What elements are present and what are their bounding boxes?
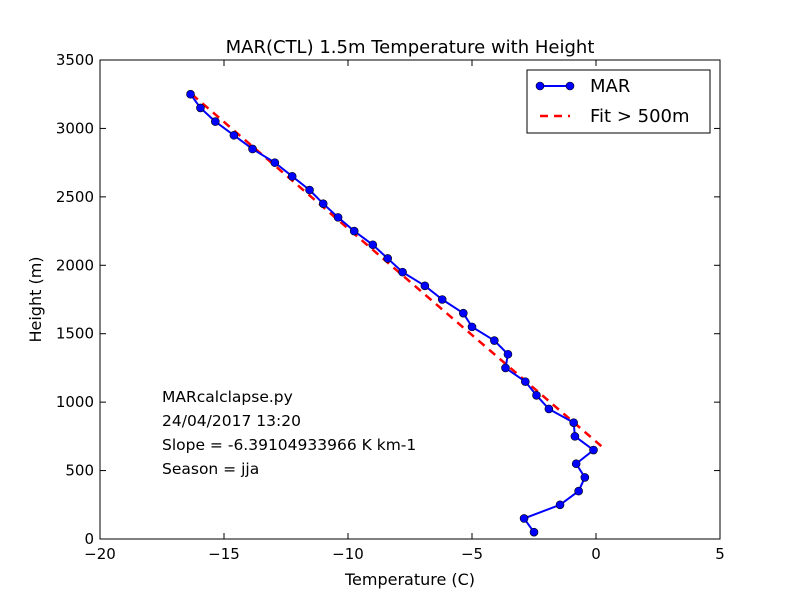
mar-data-point <box>437 295 447 304</box>
legend-mar-marker <box>535 81 545 91</box>
mar-data-point <box>503 349 513 359</box>
x-tick-label: −15 <box>208 545 240 563</box>
mar-data-point <box>571 459 581 469</box>
annotation-line: Slope = -6.39104933966 K km-1 <box>162 436 416 454</box>
plot-area <box>100 60 720 539</box>
y-tick-label: 1500 <box>56 325 94 343</box>
x-tick-label: −20 <box>84 545 116 563</box>
legend-fit-label: Fit > 500m <box>590 106 690 127</box>
y-axis-label: Height (m) <box>26 256 45 342</box>
mar-data-point <box>270 158 280 167</box>
mar-data-point <box>211 117 220 126</box>
mar-data-point <box>555 500 565 510</box>
mar-data-point <box>544 404 554 414</box>
annotation-line: MARcalclapse.py <box>162 388 293 406</box>
mar-data-point <box>229 130 239 140</box>
mar-data-point <box>305 185 314 195</box>
annotation-line: 24/04/2017 13:20 <box>162 412 301 430</box>
legend-mar-marker <box>565 81 575 91</box>
y-tick-label: 3000 <box>56 119 94 137</box>
mar-data-point <box>521 377 530 386</box>
annotation-block: MARcalclapse.py 24/04/2017 13:20 Slope = -… <box>162 388 416 478</box>
y-tick-label: 1000 <box>56 393 94 411</box>
x-tick-label: 0 <box>591 545 601 563</box>
mar-data-point <box>467 322 477 332</box>
mar-data-point <box>368 240 378 250</box>
mar-data-point <box>569 418 578 427</box>
y-tick-label: 2000 <box>56 256 94 274</box>
mar-data-point <box>532 390 541 400</box>
mar-data-point <box>248 144 257 154</box>
mar-data-point <box>490 336 499 345</box>
x-tick-label: −5 <box>461 545 483 563</box>
mar-data-point <box>570 432 580 441</box>
plot-frame <box>99 59 721 540</box>
mar-data-point <box>529 527 539 537</box>
y-tick-label: 3500 <box>56 51 94 69</box>
series-layer <box>186 89 607 537</box>
mar-data-point <box>287 172 297 181</box>
mar-data-point <box>589 445 598 455</box>
chart-title: MAR(CTL) 1.5m Temperature with Height <box>226 37 595 58</box>
x-tick-label: −10 <box>332 545 364 563</box>
legend-box <box>526 69 711 134</box>
mar-data-point <box>501 363 510 373</box>
mar-data-point <box>318 199 328 208</box>
mar-data-point <box>196 103 205 113</box>
x-axis-label: Temperature (C) <box>344 570 475 589</box>
mar-data-point <box>574 486 583 496</box>
mar-data-point <box>398 267 407 277</box>
y-tick-label: 2500 <box>56 188 94 206</box>
mar-data-point <box>580 473 590 482</box>
mar-data-point <box>519 514 529 523</box>
x-tick-label: 5 <box>715 545 725 563</box>
annotation-line: Season = jja <box>162 460 259 478</box>
ticks-layer: −20 −15 −10 −5 0 5 0 500 1000 1500 2000 2500 3000 350… <box>56 51 725 563</box>
mar-data-point <box>383 254 392 263</box>
legend: MAR Fit > 500m <box>526 69 711 134</box>
y-tick-label: 0 <box>84 530 94 548</box>
mar-data-point <box>349 226 359 236</box>
mar-data-point <box>186 89 195 99</box>
mar-data-point <box>333 213 343 222</box>
mar-data-point <box>420 281 430 291</box>
y-tick-label: 500 <box>65 462 94 480</box>
legend-mar-label: MAR <box>590 76 630 97</box>
mar-data-point <box>459 308 468 318</box>
